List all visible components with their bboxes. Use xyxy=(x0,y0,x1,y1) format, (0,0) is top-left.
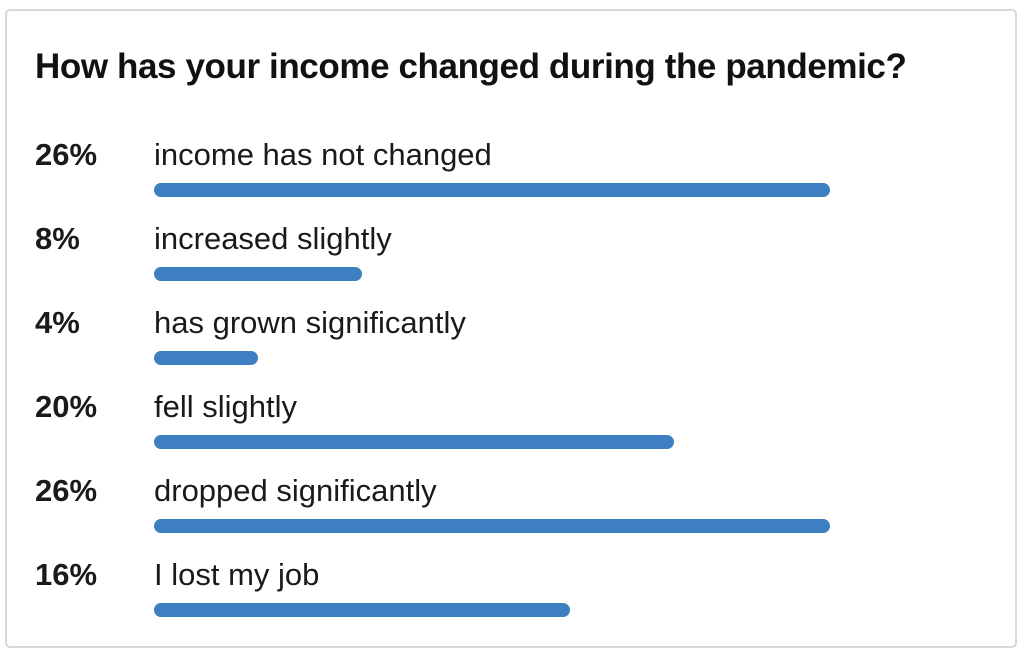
value-bar xyxy=(154,267,362,281)
bar-chart: 26% income has not changed 8% increased … xyxy=(35,135,987,617)
value-bar xyxy=(154,351,258,365)
chart-row-content: income has not changed xyxy=(154,135,987,197)
chart-row-content: increased slightly xyxy=(154,219,987,281)
category-label: income has not changed xyxy=(154,137,492,172)
category-label: fell slightly xyxy=(154,389,297,424)
chart-row-content: dropped significantly xyxy=(154,471,987,533)
category-label: has grown significantly xyxy=(154,305,466,340)
value-label: 4% xyxy=(35,305,80,340)
category-label: dropped significantly xyxy=(154,473,437,508)
value-label: 26% xyxy=(35,137,98,172)
value-bar xyxy=(154,519,830,533)
chart-row: 20% fell slightly xyxy=(35,387,987,449)
value-bar xyxy=(154,183,830,197)
chart-row-content: I lost my job xyxy=(154,555,987,617)
chart-row: 26% income has not changed xyxy=(35,135,987,197)
chart-row: 16% I lost my job xyxy=(35,555,987,617)
category-label: I lost my job xyxy=(154,557,320,592)
chart-row-content: fell slightly xyxy=(154,387,987,449)
value-label: 26% xyxy=(35,473,98,508)
value-label: 20% xyxy=(35,389,98,424)
chart-title: How has your income changed during the p… xyxy=(35,47,907,86)
survey-chart-card: How has your income changed during the p… xyxy=(5,9,1017,648)
chart-row: 4% has grown significantly xyxy=(35,303,987,365)
chart-row: 26% dropped significantly xyxy=(35,471,987,533)
value-bar xyxy=(154,435,674,449)
chart-row-content: has grown significantly xyxy=(154,303,987,365)
value-label: 16% xyxy=(35,557,98,592)
value-bar xyxy=(154,603,570,617)
category-label: increased slightly xyxy=(154,221,392,256)
value-label: 8% xyxy=(35,221,80,256)
chart-row: 8% increased slightly xyxy=(35,219,987,281)
